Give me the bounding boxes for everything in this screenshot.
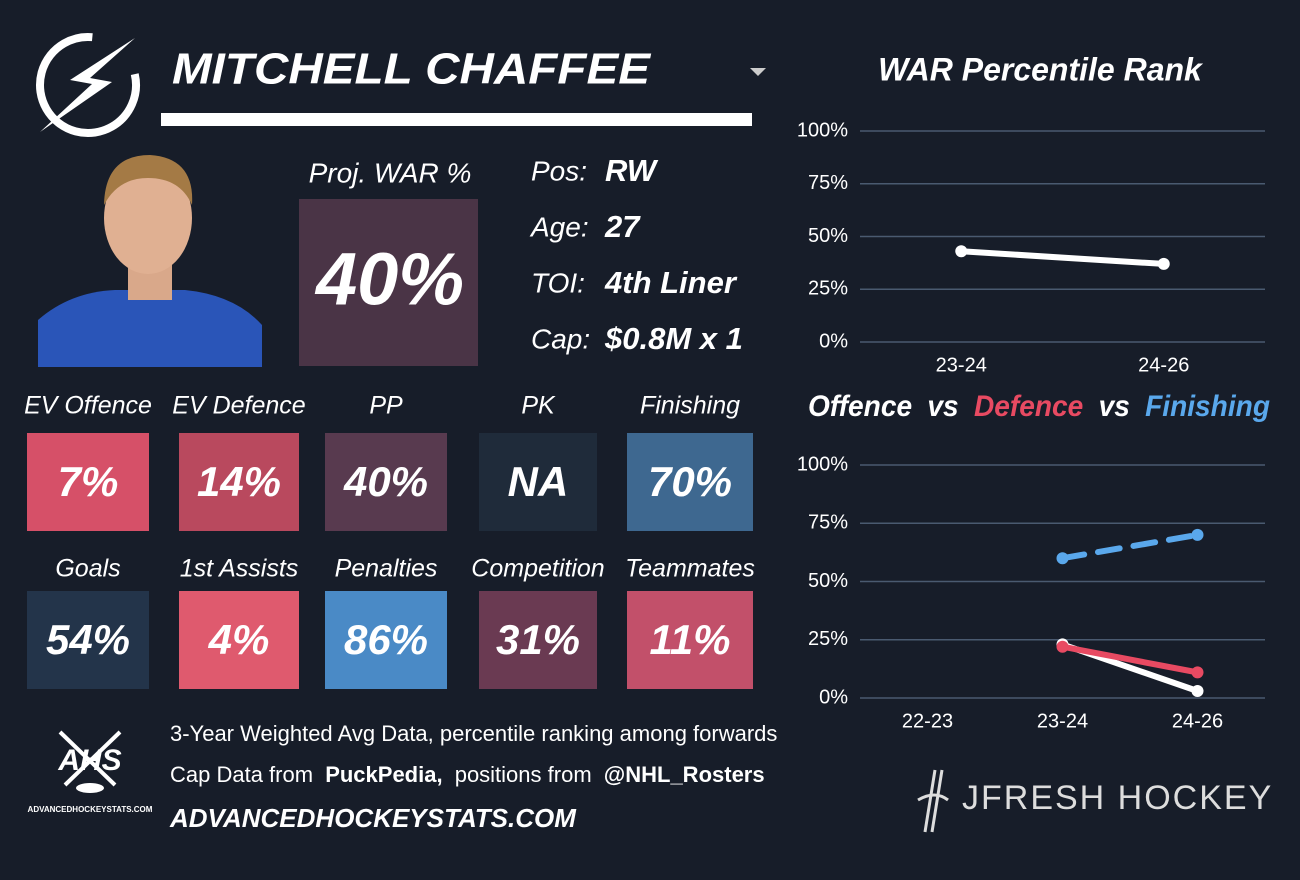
tile-label: 1st Assists (180, 555, 299, 583)
info-list: Pos: RW Age: 27 TOI: 4th Liner Cap: $0.8M x 1 (529, 153, 743, 356)
footer-source: PuckPedia, (325, 762, 442, 787)
info-label: Cap: (531, 323, 590, 354)
tile-value: 86% (344, 616, 428, 663)
ahs-logo-caption: ADVANCEDHOCKEYSTATS.COM (28, 805, 153, 814)
y-tick-label: 50% (808, 570, 848, 592)
tile-value: 7% (58, 458, 119, 505)
y-tick-label: 100% (797, 119, 848, 141)
tile-label: EV Defence (172, 392, 305, 420)
y-tick-label: 100% (797, 453, 848, 475)
data-point (1056, 552, 1069, 565)
tile (27, 433, 149, 531)
tile (179, 433, 299, 531)
tile-value: 54% (46, 616, 130, 663)
data-point (955, 245, 968, 258)
title-separator: vs (927, 390, 958, 423)
tile-label: EV Offence (24, 392, 152, 420)
footer-source: @NHL_Rosters (604, 762, 765, 787)
tile-value: 31% (496, 616, 580, 663)
chart-title: Offence vs Defence vs Finishing (808, 390, 1270, 423)
x-tick-label: 22-23 (902, 710, 953, 732)
info-value: 27 (604, 209, 641, 244)
y-tick-label: 25% (808, 628, 848, 650)
tile (325, 591, 447, 689)
data-point (1191, 528, 1204, 541)
y-tick-label: 0% (819, 330, 848, 352)
tile (627, 591, 753, 689)
x-tick-label: 23-24 (1037, 710, 1088, 732)
tile (179, 591, 299, 689)
info-label: TOI: (531, 267, 585, 298)
chart-title: WAR Percentile Rank (878, 51, 1204, 87)
tile-value: 11% (650, 616, 731, 663)
chart: 0% 25% 50% 75% 100% 23-24 24-26 (797, 119, 1265, 376)
footer-line: 3-Year Weighted Avg Data, percentile ran… (170, 721, 777, 746)
x-tick-label: 24-26 (1172, 710, 1223, 732)
data-point (1056, 640, 1069, 653)
tile (627, 433, 753, 531)
tile-label: PP (369, 392, 403, 420)
info-value: RW (605, 153, 659, 188)
tile-grid: EV Offence 7% EV Defence 14% PP 40% PK NA Finish… (24, 392, 755, 689)
y-tick-label: 50% (808, 225, 848, 247)
footer-url: ADVANCEDHOCKEYSTATS.COM (169, 803, 577, 833)
y-tick-label: 75% (808, 512, 848, 534)
chart: 0% 25% 50% 75% 100% 22-23 23-24 24-26 (797, 453, 1265, 732)
data-point (1191, 685, 1204, 698)
legend-entry: Finishing (1145, 390, 1270, 423)
projected-label: Proj. WAR % (309, 157, 472, 188)
tile-value: 70% (648, 458, 732, 505)
tile-label: Finishing (640, 392, 740, 420)
brand-text: JFRESH HOCKEY (962, 779, 1273, 817)
player-photo (38, 150, 262, 367)
title-separator: vs (1099, 390, 1130, 423)
data-point (1157, 257, 1170, 270)
team-logo (36, 33, 140, 137)
tile-label: Penalties (335, 555, 438, 583)
x-tick-label: 23-24 (936, 354, 987, 376)
projected-box (299, 199, 478, 366)
tile (479, 591, 597, 689)
data-line (1059, 531, 1201, 562)
info-label: Age: (529, 211, 589, 242)
x-tick-label: 24-26 (1138, 354, 1189, 376)
tile-value: 40% (343, 458, 428, 505)
tile-value: 14% (197, 458, 281, 505)
footer-line: Cap Data from PuckPedia, positions from … (170, 762, 765, 787)
legend-entry: Offence (808, 390, 912, 423)
brand-logo (917, 769, 949, 833)
tile-label: Teammates (625, 555, 755, 583)
footer-text: positions from (455, 762, 592, 787)
tile-label: Goals (55, 555, 120, 583)
tile (325, 433, 447, 531)
ahs-logo (58, 730, 122, 793)
tile-value: 4% (208, 616, 270, 663)
dropdown-arrow[interactable] (750, 68, 766, 76)
data-point (1191, 666, 1204, 679)
tile-label: Competition (471, 555, 604, 583)
y-tick-label: 25% (808, 278, 848, 300)
data-line (958, 248, 1167, 267)
info-value: $0.8M x 1 (604, 321, 743, 356)
legend-entry: Defence (974, 390, 1083, 423)
projected-value: 40% (314, 238, 464, 321)
tile-value: NA (508, 458, 569, 505)
tile (479, 433, 597, 531)
ahs-logo-text: AHS (57, 744, 121, 777)
tile (27, 591, 149, 689)
footer-text: Cap Data from (170, 762, 313, 787)
player-name: MITCHELL CHAFFEE (172, 45, 652, 94)
y-tick-label: 75% (808, 172, 848, 194)
info-value: 4th Liner (604, 265, 738, 300)
info-label: Pos: (531, 155, 587, 186)
y-tick-label: 0% (819, 686, 848, 708)
name-underline (161, 113, 752, 126)
tile-label: PK (521, 392, 556, 420)
data-line (1059, 643, 1201, 676)
